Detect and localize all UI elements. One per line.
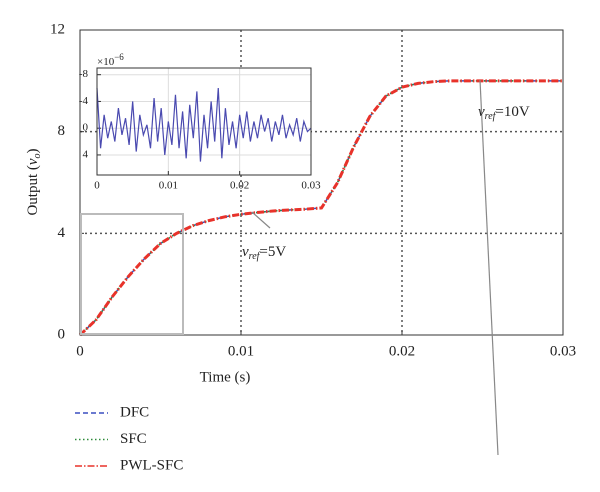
y-tick-label: 0 <box>83 122 89 134</box>
y-tick-label: -8 <box>79 68 89 80</box>
y-tick-label: 4 <box>83 148 89 160</box>
y-axis-label-part: ) <box>25 148 41 153</box>
annotation-arrow <box>251 211 271 229</box>
annotation-part: v <box>242 244 249 260</box>
annotation-part: =10V <box>495 104 529 120</box>
series-line <box>78 79 563 337</box>
annotation-part: ref <box>249 251 261 262</box>
x-tick-label: 0.01 <box>159 180 178 192</box>
inset-exponent: ×10−6 <box>97 52 124 67</box>
y-axis-label-part: o <box>32 153 43 158</box>
plot-frame <box>79 29 564 336</box>
y-tick-label: 8 <box>58 123 66 139</box>
annotation: vref=5V <box>242 244 286 262</box>
x-tick-label: 0.03 <box>550 343 576 359</box>
y-axis-label: Output (vo) <box>25 148 43 215</box>
x-axis-label: Time (s) <box>200 369 251 385</box>
annotation-part: =5V <box>259 244 286 260</box>
x-tick-label: 0.02 <box>230 180 249 192</box>
zoom-box <box>80 213 184 335</box>
legend-label: SFC <box>120 431 147 447</box>
exponent-power: −6 <box>114 52 124 62</box>
x-tick-label: 0 <box>76 343 84 359</box>
annotation-arrow <box>479 79 499 456</box>
x-tick-label: 0.01 <box>228 343 254 359</box>
annotation-part: ref <box>485 111 497 122</box>
annotation-part: v <box>478 104 485 120</box>
exponent-base: ×10 <box>97 56 115 68</box>
y-axis-label-part: Output ( <box>25 165 41 215</box>
plot-frame <box>96 67 312 176</box>
y-tick-label: 12 <box>50 21 65 37</box>
y-axis-label-part: v <box>25 158 41 165</box>
legend-label: DFC <box>120 404 149 420</box>
annotation: vref=10V <box>478 104 530 122</box>
y-tick-label: 0 <box>58 326 66 342</box>
x-tick-label: 0.02 <box>389 343 415 359</box>
legend-label: PWL-SFC <box>120 457 183 473</box>
x-tick-label: 0 <box>94 180 100 192</box>
inset: 0 0.01 0.02 0.03 -8 -4 0 4 ×10−6 <box>79 52 321 191</box>
series-line <box>96 88 312 162</box>
x-tick-label: 0.03 <box>301 180 321 192</box>
y-tick-label: 4 <box>58 225 66 241</box>
y-tick-label: -4 <box>79 95 89 107</box>
